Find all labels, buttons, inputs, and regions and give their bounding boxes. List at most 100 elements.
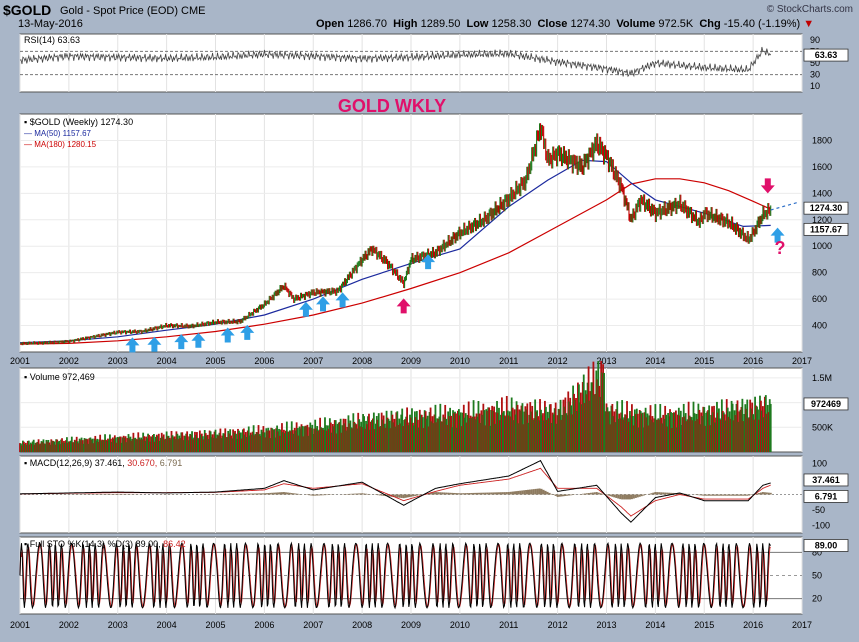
volume-bar — [385, 410, 388, 452]
volume-bar — [371, 420, 373, 452]
macd-histogram-bar — [511, 491, 514, 495]
volume-bar — [176, 433, 179, 452]
volume-bar — [477, 401, 480, 452]
macd-tick-label: -100 — [812, 520, 830, 530]
macd-histogram-bar — [460, 493, 463, 495]
volume-bar — [90, 439, 93, 452]
volume-bar — [670, 412, 672, 452]
macd-histogram-bar — [656, 492, 659, 495]
volume-bar — [206, 434, 209, 452]
volume-bar — [66, 442, 69, 452]
macd-histogram-bar — [282, 492, 285, 495]
volume-bar — [350, 427, 353, 452]
volume-bar — [652, 422, 655, 452]
volume-bar — [591, 382, 594, 452]
macd-histogram-bar — [418, 494, 421, 496]
volume-bar — [192, 439, 194, 452]
macd-histogram-bar — [679, 493, 682, 495]
volume-bar — [313, 428, 316, 452]
volume-bar — [383, 423, 386, 452]
volume-bar — [659, 404, 662, 452]
macd-histogram-bar — [439, 492, 442, 495]
volume-bar — [127, 434, 130, 452]
price-tick-label: 1000 — [812, 241, 832, 251]
volume-bar — [287, 431, 290, 452]
macd-histogram-bar — [528, 489, 531, 495]
volume-bar — [422, 428, 425, 452]
volume-bar — [650, 419, 653, 452]
macd-histogram-bar — [668, 492, 671, 495]
volume-bar — [210, 437, 213, 452]
volume-bar — [273, 429, 276, 452]
volume-bar — [444, 404, 447, 452]
volume-bar — [250, 434, 253, 452]
volume-bar — [750, 408, 753, 452]
macd-histogram-bar — [367, 493, 370, 495]
macd-histogram-bar — [488, 492, 491, 495]
macd-histogram-bar — [494, 492, 497, 495]
volume-bar — [470, 417, 473, 452]
volume-bar — [394, 426, 397, 452]
macd-histogram-bar — [499, 492, 502, 495]
volume-bar — [618, 413, 621, 452]
volume-bar — [560, 419, 563, 452]
volume-bar — [517, 423, 520, 452]
macd-histogram-bar — [323, 494, 326, 496]
volume-bar — [565, 413, 568, 452]
rsi-tick-label: 30 — [810, 70, 820, 80]
volume-bar — [220, 438, 223, 452]
volume-bar — [202, 439, 205, 452]
volume-bar — [720, 399, 723, 452]
volume-bar — [583, 403, 586, 452]
macd-histogram-bar — [392, 494, 395, 498]
volume-bar — [464, 413, 467, 452]
volume-bar — [717, 412, 719, 452]
volume-bar — [562, 399, 565, 452]
macd-histogram-bar — [589, 492, 592, 495]
volume-bar — [703, 407, 706, 452]
volume-bar — [460, 426, 463, 452]
volume-bar — [461, 412, 464, 452]
volume-bar — [232, 429, 234, 452]
volume-bar — [47, 439, 50, 452]
volume-bar — [290, 421, 293, 452]
volume-bar — [78, 438, 81, 452]
volume-bar — [634, 413, 637, 452]
volume-bar — [308, 427, 311, 452]
volume-bar — [592, 361, 595, 452]
volume-bar — [231, 438, 234, 452]
volume-bar — [732, 420, 735, 452]
price-tick-label: 400 — [812, 321, 827, 331]
macd-histogram-bar — [245, 493, 248, 495]
volume-bar — [475, 413, 478, 452]
ma180-label: — MA(180) 1280.15 — [24, 140, 97, 149]
volume-bar — [655, 419, 658, 452]
volume-bar — [115, 442, 118, 452]
macd-histogram-bar — [761, 492, 764, 495]
volume-bar — [93, 438, 96, 452]
volume-bar — [381, 419, 384, 452]
volume-bar — [635, 408, 638, 452]
price-last-label-box — [803, 201, 849, 215]
x-tick-label-bottom: 2014 — [645, 620, 665, 630]
volume-bar — [219, 428, 222, 452]
down-arrow-pink-icon — [760, 178, 775, 194]
volume-bar — [372, 412, 375, 452]
volume-bar — [197, 437, 199, 452]
volume-bar — [246, 430, 249, 452]
volume-bar — [167, 435, 170, 452]
volume-bar — [277, 431, 279, 452]
volume-bar — [353, 421, 356, 452]
x-tick-label-bottom: 2009 — [401, 620, 421, 630]
macd-histogram-bar — [496, 492, 499, 495]
volume-bar — [170, 430, 173, 452]
volume-bar — [191, 431, 193, 452]
volume-bar — [698, 409, 701, 452]
volume-bar — [414, 411, 416, 452]
volume-bar — [293, 427, 296, 452]
volume-bar — [357, 412, 360, 452]
volume-bar — [441, 421, 444, 452]
chart-title: GOLD WKLY — [338, 96, 446, 116]
volume-bar — [613, 411, 616, 452]
x-tick-label: 2011 — [499, 356, 518, 366]
